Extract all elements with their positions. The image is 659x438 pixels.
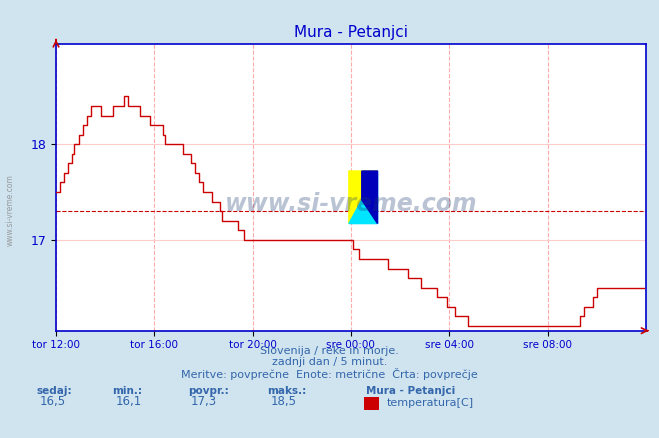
- Text: www.si-vreme.com: www.si-vreme.com: [225, 192, 477, 216]
- Polygon shape: [349, 171, 378, 223]
- Text: min.:: min.:: [112, 386, 142, 396]
- Text: temperatura[C]: temperatura[C]: [387, 398, 474, 408]
- Text: sedaj:: sedaj:: [36, 386, 72, 396]
- Text: 16,1: 16,1: [115, 395, 142, 408]
- Text: 18,5: 18,5: [270, 395, 296, 408]
- Text: povpr.:: povpr.:: [188, 386, 229, 396]
- Text: zadnji dan / 5 minut.: zadnji dan / 5 minut.: [272, 357, 387, 367]
- Text: Mura - Petanjci: Mura - Petanjci: [366, 386, 455, 396]
- Text: maks.:: maks.:: [267, 386, 306, 396]
- Text: www.si-vreme.com: www.si-vreme.com: [5, 174, 14, 246]
- Polygon shape: [362, 171, 378, 223]
- Text: 17,3: 17,3: [191, 395, 217, 408]
- Text: 16,5: 16,5: [40, 395, 66, 408]
- Text: Meritve: povprečne  Enote: metrične  Črta: povprečje: Meritve: povprečne Enote: metrične Črta:…: [181, 368, 478, 380]
- Polygon shape: [349, 171, 378, 223]
- Text: Slovenija / reke in morje.: Slovenija / reke in morje.: [260, 346, 399, 356]
- Title: Mura - Petanjci: Mura - Petanjci: [294, 25, 408, 40]
